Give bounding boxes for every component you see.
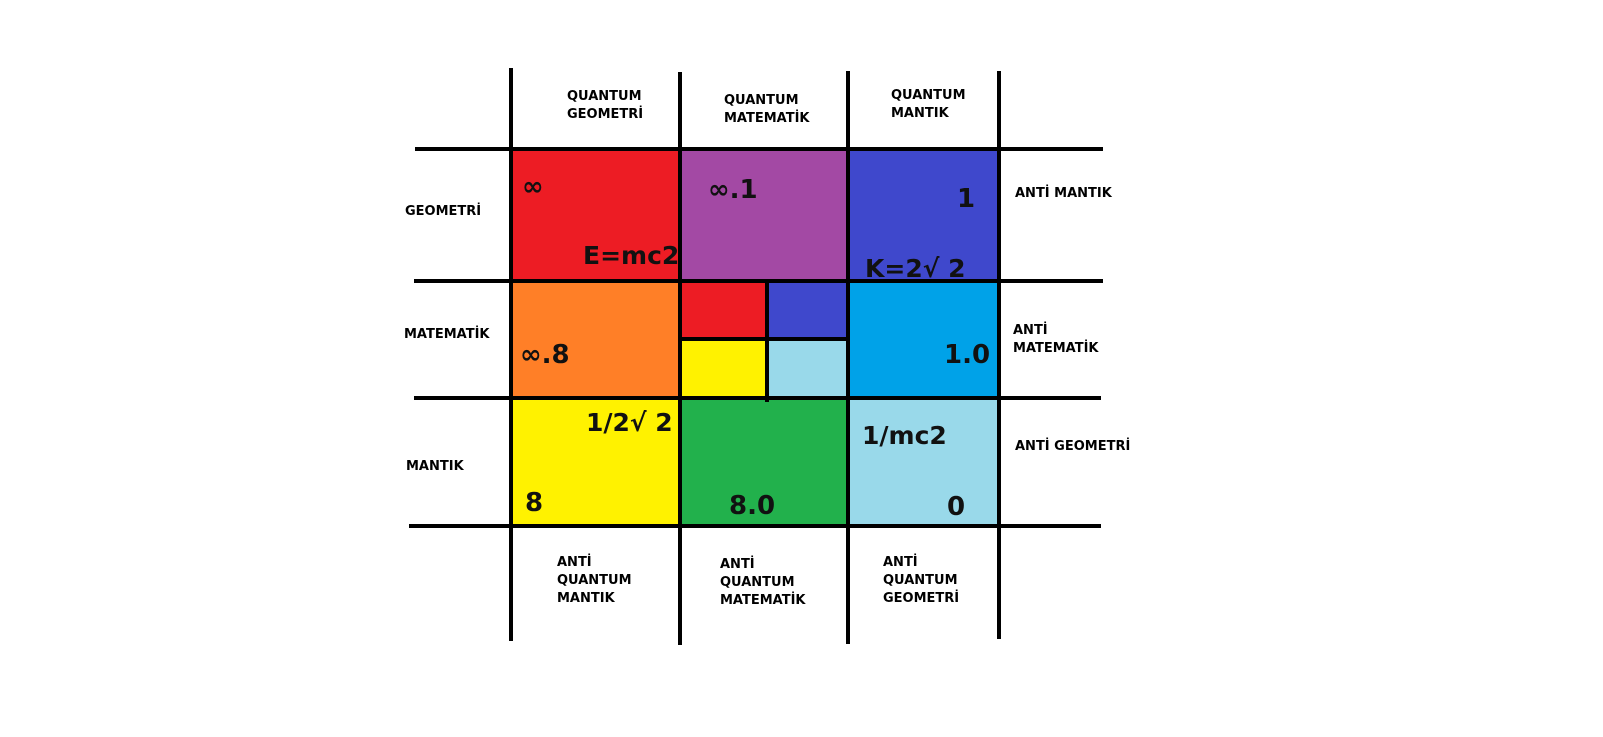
cell-center-blue bbox=[767, 280, 848, 339]
header-top-quantum-geometri: QUANTUM GEOMETRİ bbox=[567, 89, 644, 122]
grid-line-v4 bbox=[997, 71, 1001, 639]
cell-matematik-quantum-geometri bbox=[512, 280, 680, 397]
value-k-2-root-2: K=2√ 2 bbox=[865, 254, 966, 283]
cell-mantik-quantum-matematik bbox=[680, 397, 848, 526]
cell-geometri-quantum-matematik bbox=[680, 149, 848, 280]
cell-matematik-quantum-mantik bbox=[848, 280, 998, 397]
value-one: 1 bbox=[957, 184, 976, 214]
cell-geometri-quantum-mantik bbox=[848, 149, 998, 280]
cell-mantik-quantum-mantik bbox=[848, 397, 998, 526]
grid-line-h2 bbox=[414, 279, 1103, 283]
grid-line-v2 bbox=[678, 72, 682, 645]
header-left-geometri: GEOMETRİ bbox=[405, 204, 482, 219]
header-right-anti-mantik: ANTİ MANTIK bbox=[1015, 186, 1112, 201]
cell-center-lightblue bbox=[767, 339, 848, 397]
header-right-anti-matematik: ANTİ MATEMATİK bbox=[1013, 323, 1099, 356]
header-right-anti-geometri: ANTİ GEOMETRİ bbox=[1015, 439, 1131, 454]
header-top-quantum-mantik: QUANTUM MANTIK bbox=[891, 88, 966, 121]
header-bottom-anti-quantum-geometri: ANTİ QUANTUM GEOMETRİ bbox=[883, 555, 960, 606]
value-eight: 8 bbox=[525, 488, 544, 518]
subgrid-line-h bbox=[680, 337, 848, 341]
subgrid-line-v bbox=[765, 280, 769, 402]
grid-line-h4 bbox=[409, 524, 1101, 528]
value-infinity-point-1: ∞.1 bbox=[708, 175, 758, 205]
grid-line-v1 bbox=[509, 68, 513, 641]
header-left-matematik: MATEMATİK bbox=[404, 327, 490, 342]
header-left-mantik: MANTIK bbox=[406, 459, 464, 474]
value-one-point-zero: 1.0 bbox=[944, 340, 991, 370]
value-one-over-mc2: 1/mc2 bbox=[862, 421, 947, 450]
cell-center-red bbox=[680, 280, 767, 339]
grid-line-v3 bbox=[846, 71, 850, 644]
cell-mantik-quantum-geometri bbox=[512, 397, 680, 526]
value-eight-point-zero: 8.0 bbox=[729, 491, 776, 521]
value-zero: 0 bbox=[947, 492, 966, 522]
value-infinity-point-8: ∞.8 bbox=[520, 340, 570, 370]
value-infinity: ∞ bbox=[522, 172, 544, 202]
cell-geometri-quantum-geometri bbox=[512, 149, 680, 280]
value-e-mc2: E=mc2 bbox=[583, 241, 680, 270]
header-bottom-anti-quantum-matematik: ANTİ QUANTUM MATEMATİK bbox=[720, 557, 806, 608]
grid-line-h3 bbox=[414, 396, 1101, 400]
header-top-quantum-matematik: QUANTUM MATEMATİK bbox=[724, 93, 810, 126]
value-half-root-2: 1/2√ 2 bbox=[586, 408, 673, 437]
cell-center-yellow bbox=[680, 339, 767, 397]
grid-line-h1 bbox=[415, 147, 1103, 151]
header-bottom-anti-quantum-mantik: ANTİ QUANTUM MANTIK bbox=[557, 555, 632, 606]
